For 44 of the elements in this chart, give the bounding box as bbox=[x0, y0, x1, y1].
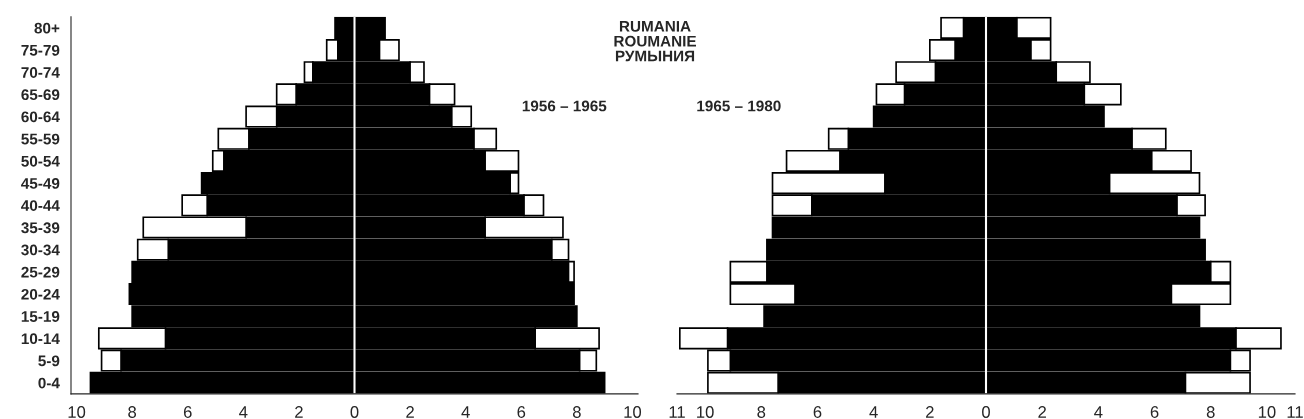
annotation: 1965 – 1980 bbox=[697, 100, 781, 112]
y-tick-label: 25-29 bbox=[21, 266, 60, 278]
x-tick-label: 4 bbox=[239, 406, 248, 418]
y-tick-label: 35-39 bbox=[21, 222, 60, 234]
x-tick-label: 2 bbox=[1038, 406, 1046, 418]
y-tick-label: 45-49 bbox=[21, 178, 60, 189]
x-tick-label: 6 bbox=[1150, 406, 1159, 418]
x-tick-label: 10 bbox=[68, 406, 86, 418]
x-tick-label: 10 bbox=[1258, 406, 1276, 418]
x-tick-label: 4 bbox=[1094, 406, 1103, 418]
y-tick-label: 40-44 bbox=[21, 200, 60, 211]
y-tick-label: 15-19 bbox=[21, 311, 60, 322]
x-tick-label: 2 bbox=[406, 406, 414, 418]
x-tick-label: 8 bbox=[572, 406, 581, 418]
x-tick-label: 6 bbox=[183, 406, 192, 418]
y-tick-label: 75-79 bbox=[21, 44, 60, 56]
x-tick-label: 0 bbox=[350, 406, 359, 418]
x-tick-label: 4 bbox=[461, 406, 470, 418]
y-tick-label: 50-54 bbox=[21, 155, 60, 167]
y-tick-label: 5-9 bbox=[38, 355, 60, 367]
y-tick-label: 80+ bbox=[34, 22, 60, 34]
x-tick-label: 11 bbox=[1287, 406, 1303, 418]
x-tick-label: 0 bbox=[982, 406, 990, 418]
x-tick-label: 2 bbox=[926, 406, 934, 418]
x-tick-label: 8 bbox=[1206, 406, 1215, 418]
y-tick-label: 0-4 bbox=[38, 377, 60, 389]
text: RUMANIA ROUMANIE РУМЫНИЯ bbox=[614, 21, 696, 62]
x-tick-label: 11 bbox=[669, 406, 685, 418]
x-tick-label: 10 bbox=[697, 406, 714, 418]
y-tick-label: 60-64 bbox=[21, 111, 60, 123]
x-tick-label: 6 bbox=[813, 406, 822, 418]
x-tick-label: 4 bbox=[869, 406, 878, 418]
y-tick-label: 70-74 bbox=[21, 67, 60, 78]
annotation: 1956 – 1965 bbox=[522, 100, 607, 112]
y-tick-label: 55-59 bbox=[21, 133, 60, 145]
x-tick-label: 6 bbox=[517, 406, 526, 418]
y-tick-label: 65-69 bbox=[21, 89, 60, 101]
x-tick-label: 8 bbox=[128, 406, 137, 418]
y-tick-label: 10-14 bbox=[21, 333, 60, 345]
x-tick-label: 10 bbox=[624, 406, 642, 418]
y-tick-label: 20-24 bbox=[21, 288, 60, 300]
x-tick-label: 2 bbox=[295, 406, 303, 418]
y-tick-label: 30-34 bbox=[21, 244, 60, 256]
x-tick-label: 8 bbox=[757, 406, 766, 418]
